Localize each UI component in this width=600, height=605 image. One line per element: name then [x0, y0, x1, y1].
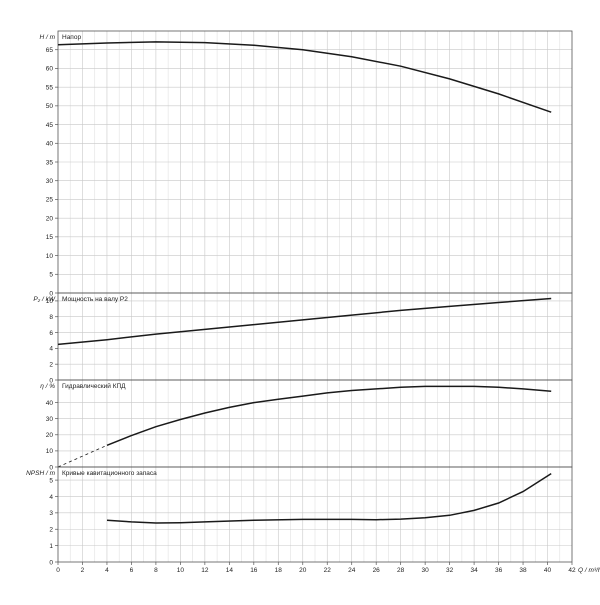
- x-tick-label: 34: [470, 567, 478, 574]
- x-tick-label: 26: [373, 567, 381, 574]
- y-tick-label: 20: [46, 215, 54, 222]
- y-tick-label: 5: [49, 272, 53, 279]
- panel-frame: [57, 466, 573, 563]
- y-tick-label: 3: [49, 510, 53, 517]
- series-line: [57, 297, 552, 346]
- y-tick-label: 40: [46, 400, 54, 407]
- y-tick-label: 40: [46, 141, 54, 148]
- y-tick-label: 4: [49, 494, 53, 501]
- x-tick-label: 22: [324, 567, 332, 574]
- y-axis-label: η / %: [40, 383, 55, 390]
- y-tick-label: 45: [46, 122, 54, 129]
- x-tick-label: 2: [81, 567, 85, 574]
- y-tick-label: 2: [49, 361, 53, 368]
- series-line: [57, 41, 552, 113]
- y-tick-label: 30: [46, 178, 54, 185]
- y-tick-label: 10: [46, 253, 54, 260]
- y-axis-label: NPSH / m: [26, 470, 55, 477]
- y-tick-label: 8: [49, 314, 53, 321]
- x-tick-label: 24: [348, 567, 356, 574]
- x-tick-label: 32: [446, 567, 454, 574]
- y-tick-label: 0: [49, 559, 53, 566]
- y-tick-label: 10: [46, 298, 54, 305]
- x-tick-label: 30: [422, 567, 430, 574]
- y-tick-label: 1: [49, 543, 53, 550]
- y-tick-label: 25: [46, 197, 54, 204]
- x-tick-label: 20: [299, 567, 307, 574]
- x-tick-label: 10: [177, 567, 185, 574]
- series-line-dashed: [57, 444, 108, 468]
- x-tick-label: 12: [201, 567, 209, 574]
- y-tick-label: 35: [46, 159, 54, 166]
- x-axis-label: Q / m³/h: [578, 567, 600, 574]
- y-tick-label: 20: [46, 432, 54, 439]
- x-tick-label: 36: [495, 567, 503, 574]
- series-line: [106, 472, 552, 524]
- x-tick-label: 18: [275, 567, 283, 574]
- y-tick-label: 0: [49, 464, 53, 471]
- y-tick-label: 15: [46, 234, 54, 241]
- panel-title: Мощность на валу P2: [62, 296, 128, 303]
- x-tick-label: 40: [544, 567, 552, 574]
- x-tick-label: 14: [226, 567, 234, 574]
- y-axis-label: P₂ / kW: [33, 296, 55, 303]
- y-tick-label: 50: [46, 103, 54, 110]
- y-tick-label: 30: [46, 416, 54, 423]
- x-tick-label: 16: [250, 567, 258, 574]
- x-tick-label: 38: [519, 567, 527, 574]
- y-tick-label: 10: [46, 448, 54, 455]
- y-tick-label: 60: [46, 66, 54, 73]
- panel-title: Кривые кавитационного запаса: [62, 470, 157, 477]
- y-axis-label: H / m: [39, 34, 55, 41]
- y-tick-label: 5: [49, 477, 53, 484]
- x-tick-label: 28: [397, 567, 405, 574]
- series-line: [106, 385, 552, 446]
- y-tick-label: 6: [49, 330, 53, 337]
- x-tick-label: 6: [130, 567, 134, 574]
- y-tick-label: 4: [49, 346, 53, 353]
- y-tick-label: 55: [46, 84, 54, 91]
- panel-title: Напор: [62, 34, 81, 41]
- y-tick-label: 0: [49, 290, 53, 297]
- x-tick-label: 42: [568, 567, 576, 574]
- y-tick-label: 65: [46, 47, 54, 54]
- y-tick-label: 2: [49, 527, 53, 534]
- y-tick-label: 0: [49, 377, 53, 384]
- panel-title: Гидравлический КПД: [62, 382, 126, 390]
- x-tick-label: 4: [105, 567, 109, 574]
- x-tick-label: 8: [154, 567, 158, 574]
- x-tick-label: 0: [56, 567, 60, 574]
